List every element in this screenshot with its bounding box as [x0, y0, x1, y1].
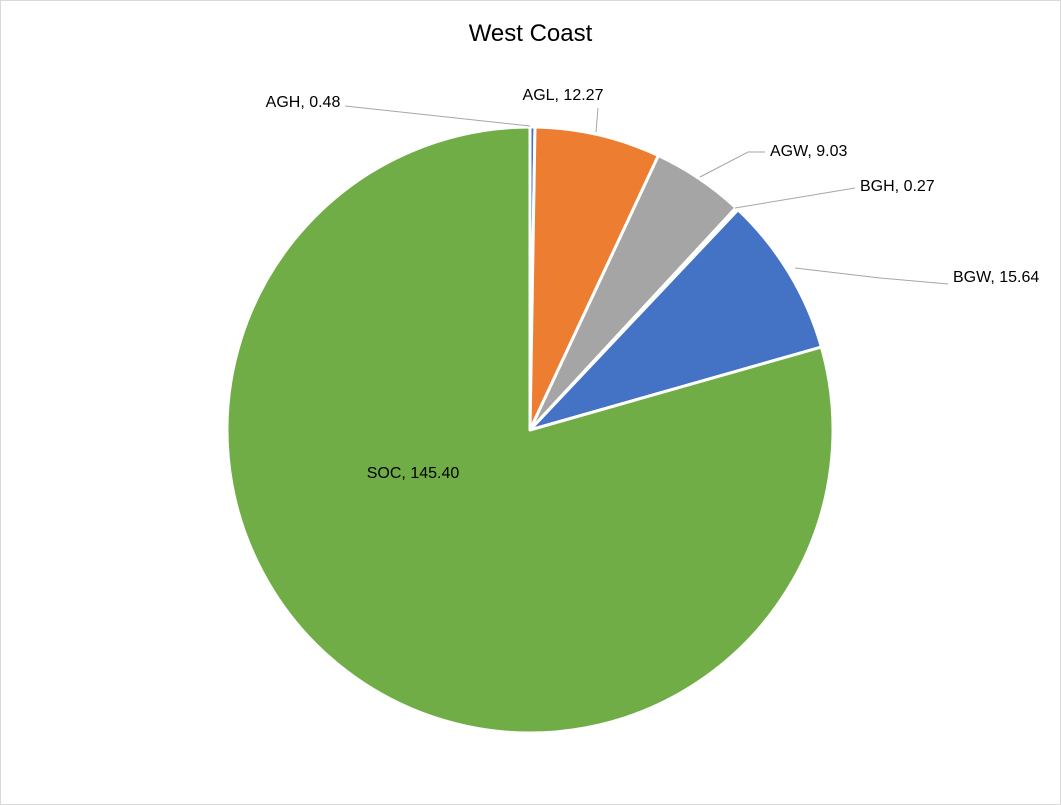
leader-line-bgh	[734, 187, 856, 209]
chart-title: West Coast	[468, 20, 593, 47]
leader-line-agh	[344, 105, 531, 127]
leader-line-agl	[595, 107, 599, 133]
data-label-agh: AGH, 0.48	[266, 94, 341, 111]
leader-line-bgw	[794, 267, 949, 285]
data-label-soc: SOC, 145.40	[367, 465, 460, 482]
data-label-bgw: BGW, 15.64	[953, 269, 1039, 286]
pie-slice-bgw	[528, 208, 823, 432]
pie-slice-agl	[528, 125, 660, 432]
leader-line-agw	[699, 151, 765, 178]
data-label-agw: AGW, 9.03	[770, 143, 847, 160]
pie-slice-soc	[225, 125, 835, 735]
data-label-agl: AGL, 12.27	[523, 87, 604, 104]
data-label-bgh: BGH, 0.27	[860, 178, 935, 195]
